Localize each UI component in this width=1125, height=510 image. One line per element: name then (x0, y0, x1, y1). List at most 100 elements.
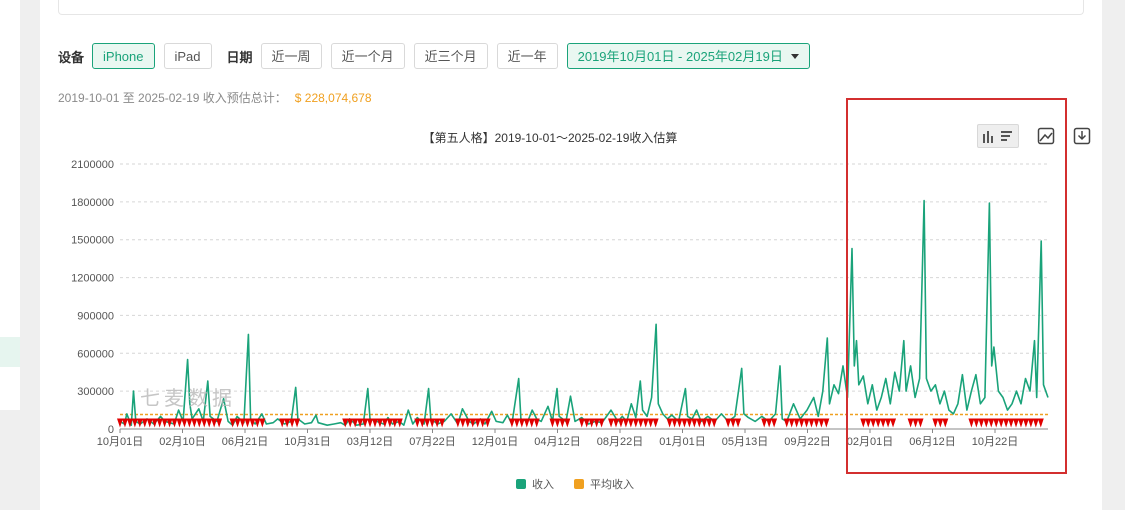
event-marker (126, 418, 133, 428)
download-icon[interactable] (1073, 127, 1091, 145)
event-marker (983, 418, 990, 428)
event-marker (211, 418, 218, 428)
event-marker (284, 418, 291, 428)
event-marker (513, 418, 520, 428)
event-marker (880, 418, 887, 428)
event-marker (766, 418, 773, 428)
event-marker (725, 418, 732, 428)
y-tick-label: 900000 (77, 310, 114, 322)
event-marker (622, 418, 629, 428)
x-tick-label: 10月01日 (97, 436, 143, 448)
event-marker (352, 418, 359, 428)
x-tick-label: 06月21日 (222, 436, 268, 448)
date-range-picker[interactable]: 2019年10月01日 - 2025年02月19日 (566, 43, 810, 69)
event-marker (808, 418, 815, 428)
event-marker (371, 418, 378, 428)
event-marker (612, 418, 619, 428)
event-marker (201, 418, 208, 428)
x-tick-label: 02月01日 (847, 436, 893, 448)
date-week-button[interactable]: 近一周 (260, 43, 322, 69)
event-marker (860, 418, 867, 428)
event-marker (932, 418, 939, 428)
event-marker (608, 418, 615, 428)
event-marker (771, 418, 778, 428)
event-marker (279, 418, 286, 428)
event-marker (818, 418, 825, 428)
event-marker (761, 418, 768, 428)
event-marker (533, 418, 540, 428)
event-marker (652, 418, 659, 428)
legend-label-average: 平均收入 (590, 479, 634, 491)
event-marker (696, 418, 703, 428)
event-marker (890, 418, 897, 428)
event-marker (249, 418, 256, 428)
event-marker (988, 418, 995, 428)
event-marker (681, 418, 688, 428)
left-panel-selected-strip (0, 337, 20, 367)
event-marker (627, 418, 634, 428)
event-marker (121, 418, 128, 428)
date-label: 日期 (226, 49, 253, 65)
list-view-icon[interactable] (1000, 129, 1014, 143)
legend-swatch-average (574, 479, 584, 489)
event-marker (788, 418, 795, 428)
date-year-button[interactable]: 近一年 (496, 43, 558, 69)
event-marker (396, 418, 403, 428)
event-marker (454, 418, 461, 428)
event-marker (244, 418, 251, 428)
event-marker (424, 418, 431, 428)
date-3months-button[interactable]: 近三个月 (413, 43, 488, 69)
save-image-icon[interactable] (1037, 127, 1055, 145)
device-iphone-button[interactable]: iPhone (92, 43, 155, 69)
y-tick-label: 600000 (77, 348, 114, 360)
event-marker (598, 418, 605, 428)
event-marker (1013, 418, 1020, 428)
event-marker (676, 418, 683, 428)
event-marker (711, 418, 718, 428)
legend-label-revenue: 收入 (532, 479, 554, 491)
event-marker (357, 418, 364, 428)
event-marker (216, 418, 223, 428)
revenue-summary: 2019-10-01 至 2025-02-19 收入预估总计： $ 228,074… (58, 89, 372, 106)
event-marker (823, 418, 830, 428)
event-marker (1022, 418, 1029, 428)
event-marker (1032, 418, 1039, 428)
event-marker (701, 418, 708, 428)
event-marker (1003, 418, 1010, 428)
legend-item-average[interactable]: 平均收入 (574, 476, 634, 492)
x-tick-label: 05月13日 (722, 436, 768, 448)
event-marker (735, 418, 742, 428)
event-marker (1017, 418, 1024, 428)
date-range-text: 2019年10月01日 - 2025年02月19日 (577, 49, 783, 64)
event-marker (206, 418, 213, 428)
event-marker (181, 418, 188, 428)
legend-item-revenue[interactable]: 收入 (516, 476, 554, 492)
event-marker (439, 418, 446, 428)
event-marker (637, 418, 644, 428)
event-marker (386, 418, 393, 428)
summary-text: 2019-10-01 至 2025-02-19 收入预估总计： (58, 91, 287, 105)
event-marker (362, 418, 369, 428)
event-marker (381, 418, 388, 428)
device-ipad-button[interactable]: iPad (163, 43, 212, 69)
event-marker (141, 418, 148, 428)
event-marker (459, 418, 466, 428)
filter-row: 设备 iPhone iPad 日期 近一周 近一个月 近三个月 近一年 2019… (58, 42, 819, 70)
event-marker (583, 418, 590, 428)
event-marker (376, 418, 383, 428)
event-marker (666, 418, 673, 428)
event-marker (484, 418, 491, 428)
event-marker (259, 418, 266, 428)
y-tick-label: 0 (108, 424, 114, 436)
bar-chart-icon[interactable] (982, 129, 996, 143)
event-marker (171, 418, 178, 428)
event-marker (146, 418, 153, 428)
watermark: 七麦数据 (140, 388, 236, 410)
y-tick-label: 300000 (77, 386, 114, 398)
x-tick-label: 06月12日 (909, 436, 955, 448)
date-month-button[interactable]: 近一个月 (330, 43, 405, 69)
event-marker (239, 418, 246, 428)
event-marker (1037, 418, 1044, 428)
x-tick-label: 02月10日 (159, 436, 205, 448)
chart-type-toggle[interactable] (977, 124, 1019, 148)
